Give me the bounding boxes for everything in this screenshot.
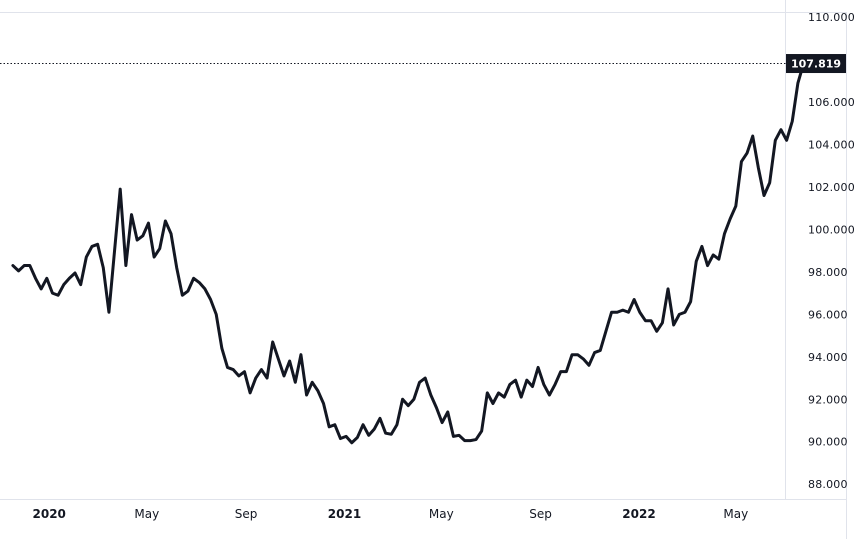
last-value-label: 107.819 bbox=[791, 58, 841, 71]
y-tick-label: 100.000 bbox=[808, 223, 855, 236]
x-tick-year-label: 2022 bbox=[622, 507, 655, 521]
x-tick-label: May bbox=[723, 507, 748, 521]
y-tick-label: 102.000 bbox=[808, 181, 855, 194]
x-axis: 2020 May Sep 2021 May Sep 2022 May bbox=[33, 507, 749, 521]
x-tick-label: May bbox=[429, 507, 454, 521]
y-axis: 88.000 90.000 92.000 94.000 96.000 98.000 100.… bbox=[808, 11, 855, 491]
x-tick-year-label: 2021 bbox=[328, 507, 361, 521]
x-tick-year-label: 2020 bbox=[33, 507, 66, 521]
y-tick-label: 110.000 bbox=[808, 11, 855, 24]
x-tick-label: May bbox=[134, 507, 159, 521]
last-value-label-bg bbox=[786, 54, 846, 74]
series-layer bbox=[11, 62, 806, 445]
y-tick-label: 98.000 bbox=[808, 266, 848, 279]
y-tick-label: 90.000 bbox=[808, 436, 848, 449]
last-value-label-layer: 107.819 bbox=[786, 54, 846, 74]
y-tick-label: 96.000 bbox=[808, 308, 848, 321]
y-tick-label: 94.000 bbox=[808, 351, 848, 364]
y-tick-label: 92.000 bbox=[808, 393, 848, 406]
y-tick-label: 106.000 bbox=[808, 96, 855, 109]
x-tick-label: Sep bbox=[235, 507, 258, 521]
y-tick-label: 104.000 bbox=[808, 139, 855, 152]
y-tick-label: 88.000 bbox=[808, 478, 848, 491]
series-line bbox=[11, 62, 806, 445]
x-tick-label: Sep bbox=[529, 507, 552, 521]
